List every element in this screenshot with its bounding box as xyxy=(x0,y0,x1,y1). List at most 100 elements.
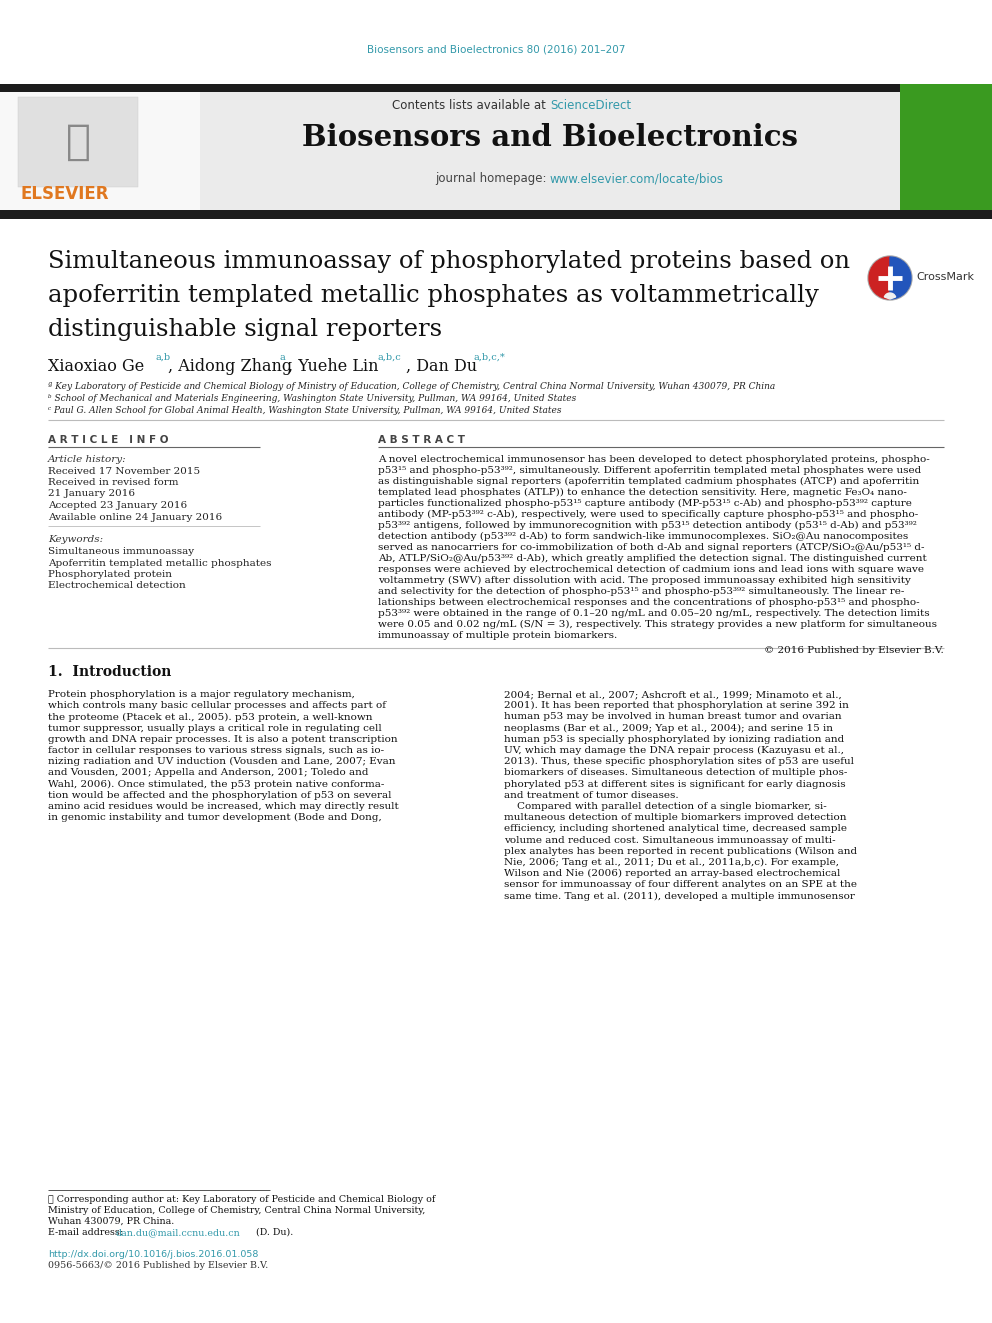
Text: Phosphorylated protein: Phosphorylated protein xyxy=(48,570,172,579)
Text: in genomic instability and tumor development (Bode and Dong,: in genomic instability and tumor develop… xyxy=(48,814,382,823)
Text: and selectivity for the detection of phospho-p53¹⁵ and phospho-p53³⁹² simultaneo: and selectivity for the detection of pho… xyxy=(378,587,905,595)
Text: Simultaneous immunoassay: Simultaneous immunoassay xyxy=(48,546,194,556)
Text: templated lead phosphates (ATLP)) to enhance the detection sensitivity. Here, ma: templated lead phosphates (ATLP)) to enh… xyxy=(378,488,907,497)
Text: , Yuehe Lin: , Yuehe Lin xyxy=(288,359,379,374)
Text: dan.du@mail.ccnu.edu.cn: dan.du@mail.ccnu.edu.cn xyxy=(116,1228,241,1237)
Text: 🌳: 🌳 xyxy=(65,120,90,163)
Text: Article history:: Article history: xyxy=(48,455,127,464)
Text: ᵇ School of Mechanical and Materials Engineering, Washington State University, P: ᵇ School of Mechanical and Materials Eng… xyxy=(48,394,576,404)
Text: nizing radiation and UV induction (Vousden and Lane, 2007; Evan: nizing radiation and UV induction (Vousd… xyxy=(48,757,396,766)
Text: distinguishable signal reporters: distinguishable signal reporters xyxy=(48,318,442,341)
Text: Electrochemical detection: Electrochemical detection xyxy=(48,582,186,590)
Text: journal homepage:: journal homepage: xyxy=(434,172,550,185)
Text: human p53 is specially phosphorylated by ionizing radiation and: human p53 is specially phosphorylated by… xyxy=(504,734,844,744)
Bar xyxy=(200,93,900,212)
Text: E-mail address:: E-mail address: xyxy=(48,1228,126,1237)
Text: phorylated p53 at different sites is significant for early diagnosis: phorylated p53 at different sites is sig… xyxy=(504,779,845,789)
Text: © 2016 Published by Elsevier B.V.: © 2016 Published by Elsevier B.V. xyxy=(764,646,944,655)
Text: Simultaneous immunoassay of phosphorylated proteins based on: Simultaneous immunoassay of phosphorylat… xyxy=(48,250,850,273)
Text: Received in revised form: Received in revised form xyxy=(48,478,179,487)
Text: Wahl, 2006). Once stimulated, the p53 protein native conforma-: Wahl, 2006). Once stimulated, the p53 pr… xyxy=(48,779,384,789)
Text: volume and reduced cost. Simultaneous immunoassay of multi-: volume and reduced cost. Simultaneous im… xyxy=(504,836,835,844)
Text: 2013). Thus, these specific phosphorylation sites of p53 are useful: 2013). Thus, these specific phosphorylat… xyxy=(504,757,854,766)
Text: A novel electrochemical immunosensor has been developed to detect phosphorylated: A novel electrochemical immunosensor has… xyxy=(378,455,930,464)
Text: ª Key Laboratory of Pesticide and Chemical Biology of Ministry of Education, Col: ª Key Laboratory of Pesticide and Chemic… xyxy=(48,382,776,392)
Text: tion would be affected and the phosphorylation of p53 on several: tion would be affected and the phosphory… xyxy=(48,791,392,800)
Text: Protein phosphorylation is a major regulatory mechanism,: Protein phosphorylation is a major regul… xyxy=(48,691,355,699)
Bar xyxy=(900,83,992,212)
Text: ELSEVIER: ELSEVIER xyxy=(20,185,108,202)
Text: multaneous detection of multiple biomarkers improved detection: multaneous detection of multiple biomark… xyxy=(504,814,846,822)
Bar xyxy=(0,93,200,212)
Text: 2001). It has been reported that phosphorylation at serine 392 in: 2001). It has been reported that phospho… xyxy=(504,701,849,710)
Text: Wilson and Nie (2006) reported an array-based electrochemical: Wilson and Nie (2006) reported an array-… xyxy=(504,869,840,878)
Text: a: a xyxy=(280,353,286,363)
Text: p53³⁹² were obtained in the range of 0.1–20 ng/mL and 0.05–20 ng/mL, respectivel: p53³⁹² were obtained in the range of 0.1… xyxy=(378,609,930,618)
Text: Xiaoxiao Ge: Xiaoxiao Ge xyxy=(48,359,144,374)
Text: efficiency, including shortened analytical time, decreased sample: efficiency, including shortened analytic… xyxy=(504,824,847,833)
Text: immunoassay of multiple protein biomarkers.: immunoassay of multiple protein biomarke… xyxy=(378,631,617,640)
Text: as distinguishable signal reporters (apoferritin templated cadmium phosphates (A: as distinguishable signal reporters (apo… xyxy=(378,478,920,486)
Text: Wuhan 430079, PR China.: Wuhan 430079, PR China. xyxy=(48,1217,175,1226)
Text: ᶜ Paul G. Allen School for Global Animal Health, Washington State University, Pu: ᶜ Paul G. Allen School for Global Animal… xyxy=(48,406,561,415)
Text: 1.  Introduction: 1. Introduction xyxy=(48,665,172,679)
Text: voltammetry (SWV) after dissolution with acid. The proposed immunoassay exhibite: voltammetry (SWV) after dissolution with… xyxy=(378,576,911,585)
Text: Keywords:: Keywords: xyxy=(48,536,103,545)
Text: http://dx.doi.org/10.1016/j.bios.2016.01.058: http://dx.doi.org/10.1016/j.bios.2016.01… xyxy=(48,1250,258,1259)
Text: 21 January 2016: 21 January 2016 xyxy=(48,490,135,499)
Text: served as nanocarriers for co-immobilization of both d-Ab and signal reporters (: served as nanocarriers for co-immobiliza… xyxy=(378,542,925,552)
Text: human p53 may be involved in human breast tumor and ovarian: human p53 may be involved in human breas… xyxy=(504,712,841,721)
Text: Ministry of Education, College of Chemistry, Central China Normal University,: Ministry of Education, College of Chemis… xyxy=(48,1207,426,1215)
Text: Nie, 2006; Tang et al., 2011; Du et al., 2011a,b,c). For example,: Nie, 2006; Tang et al., 2011; Du et al.,… xyxy=(504,859,839,867)
Text: tumor suppressor, usually plays a critical role in regulating cell: tumor suppressor, usually plays a critic… xyxy=(48,724,382,733)
Text: Biosensors and Bioelectronics 80 (2016) 201–207: Biosensors and Bioelectronics 80 (2016) … xyxy=(367,45,625,56)
Text: which controls many basic cellular processes and affects part of: which controls many basic cellular proce… xyxy=(48,701,386,710)
Text: biomarkers of diseases. Simultaneous detection of multiple phos-: biomarkers of diseases. Simultaneous det… xyxy=(504,769,847,778)
Text: 0956-5663/© 2016 Published by Elsevier B.V.: 0956-5663/© 2016 Published by Elsevier B… xyxy=(48,1261,268,1270)
Text: same time. Tang et al. (2011), developed a multiple immunosensor: same time. Tang et al. (2011), developed… xyxy=(504,892,855,901)
Text: (D. Du).: (D. Du). xyxy=(253,1228,294,1237)
Text: antibody (MP-p53³⁹² c-Ab), respectively, were used to specifically capture phosp: antibody (MP-p53³⁹² c-Ab), respectively,… xyxy=(378,509,919,519)
Text: Accepted 23 January 2016: Accepted 23 January 2016 xyxy=(48,501,187,509)
Text: particles functionalized phospho-p53¹⁵ capture antibody (MP-p53¹⁵ c-Ab) and phos: particles functionalized phospho-p53¹⁵ c… xyxy=(378,499,912,508)
Text: CrossMark: CrossMark xyxy=(916,273,974,282)
Wedge shape xyxy=(869,257,890,299)
Text: Contents lists available at: Contents lists available at xyxy=(393,99,550,112)
Text: were 0.05 and 0.02 ng/mL (S/N = 3), respectively. This strategy provides a new p: were 0.05 and 0.02 ng/mL (S/N = 3), resp… xyxy=(378,620,937,630)
Text: Compared with parallel detection of a single biomarker, si-: Compared with parallel detection of a si… xyxy=(504,802,826,811)
Text: a,b: a,b xyxy=(155,353,170,363)
Text: responses were achieved by electrochemical detection of cadmium ions and lead io: responses were achieved by electrochemic… xyxy=(378,565,924,574)
Text: p53³⁹² antigens, followed by immunorecognition with p53¹⁵ detection antibody (p5: p53³⁹² antigens, followed by immunorecog… xyxy=(378,521,917,531)
Text: neoplasms (Bar et al., 2009; Yap et al., 2004); and serine 15 in: neoplasms (Bar et al., 2009; Yap et al.,… xyxy=(504,724,833,733)
Text: Ab, ATLP/SiO₂@Au/p53³⁹² d-Ab), which greatly amplified the detection signal. The: Ab, ATLP/SiO₂@Au/p53³⁹² d-Ab), which gre… xyxy=(378,554,927,564)
Text: lationships between electrochemical responses and the concentrations of phospho-: lationships between electrochemical resp… xyxy=(378,598,920,607)
Text: factor in cellular responses to various stress signals, such as io-: factor in cellular responses to various … xyxy=(48,746,384,755)
Bar xyxy=(18,97,138,187)
Wedge shape xyxy=(890,257,911,299)
Text: , Dan Du: , Dan Du xyxy=(406,359,477,374)
Text: a,b,c: a,b,c xyxy=(378,353,402,363)
Text: Biosensors and Bioelectronics: Biosensors and Bioelectronics xyxy=(302,123,798,152)
Wedge shape xyxy=(884,292,896,299)
Text: Received 17 November 2015: Received 17 November 2015 xyxy=(48,467,200,475)
Text: www.elsevier.com/locate/bios: www.elsevier.com/locate/bios xyxy=(550,172,724,185)
Text: sensor for immunoassay of four different analytes on an SPE at the: sensor for immunoassay of four different… xyxy=(504,880,857,889)
Text: Apoferritin templated metallic phosphates: Apoferritin templated metallic phosphate… xyxy=(48,558,272,568)
Bar xyxy=(0,210,992,220)
Text: detection antibody (p53³⁹² d-Ab) to form sandwich-like immunocomplexes. SiO₂@Au : detection antibody (p53³⁹² d-Ab) to form… xyxy=(378,532,909,541)
Text: A B S T R A C T: A B S T R A C T xyxy=(378,435,465,445)
Text: UV, which may damage the DNA repair process (Kazuyasu et al.,: UV, which may damage the DNA repair proc… xyxy=(504,746,844,755)
Text: plex analytes has been reported in recent publications (Wilson and: plex analytes has been reported in recen… xyxy=(504,847,857,856)
Text: and treatment of tumor diseases.: and treatment of tumor diseases. xyxy=(504,791,679,800)
Text: Available online 24 January 2016: Available online 24 January 2016 xyxy=(48,512,222,521)
Bar xyxy=(0,83,992,93)
Text: p53¹⁵ and phospho-p53³⁹², simultaneously. Different apoferritin templated metal : p53¹⁵ and phospho-p53³⁹², simultaneously… xyxy=(378,466,922,475)
Text: the proteome (Ptacek et al., 2005). p53 protein, a well-known: the proteome (Ptacek et al., 2005). p53 … xyxy=(48,712,373,721)
Text: growth and DNA repair processes. It is also a potent transcription: growth and DNA repair processes. It is a… xyxy=(48,734,398,744)
Text: and Vousden, 2001; Appella and Anderson, 2001; Toledo and: and Vousden, 2001; Appella and Anderson,… xyxy=(48,769,368,778)
Text: A R T I C L E   I N F O: A R T I C L E I N F O xyxy=(48,435,169,445)
Text: a,b,c,*: a,b,c,* xyxy=(473,353,505,363)
Text: ⋆ Corresponding author at: Key Laboratory of Pesticide and Chemical Biology of: ⋆ Corresponding author at: Key Laborator… xyxy=(48,1195,435,1204)
Text: apoferritin templated metallic phosphates as voltammetrically: apoferritin templated metallic phosphate… xyxy=(48,284,818,307)
Text: , Aidong Zhang: , Aidong Zhang xyxy=(168,359,292,374)
